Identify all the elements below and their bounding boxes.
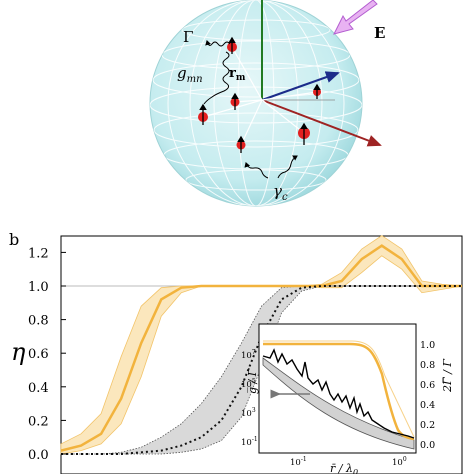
- field-arrow: [333, 0, 378, 35]
- collective-wavy-arrow-1: [244, 162, 269, 179]
- sphere-grid: [150, 0, 362, 206]
- inset-right-label: 2Γ̅ / Γ: [441, 359, 454, 393]
- decay-wavy-arrow: [205, 40, 231, 47]
- atom: [227, 36, 237, 54]
- atom: [198, 103, 208, 125]
- x-axis: [261, 71, 340, 101]
- series-band: [61, 285, 462, 455]
- atoms: [198, 36, 321, 153]
- series-curves: [60, 244, 462, 455]
- panel-label: b: [9, 230, 19, 249]
- inset-left-label: g̅ / Γ: [246, 368, 259, 394]
- y-tick-label: 0.0: [28, 448, 49, 463]
- atom: [230, 92, 240, 110]
- y-axis-label: η: [11, 338, 26, 366]
- inset-x-label: r̄ / λ0: [330, 462, 358, 474]
- gamma-c-label: γc: [273, 182, 288, 203]
- y-tick-label: 1.0: [28, 280, 49, 295]
- inset-right-tick-label: 0.8: [420, 360, 435, 371]
- inset-right-tick-label: 0.0: [420, 440, 435, 451]
- inset-gamma-curve: [263, 342, 415, 441]
- panel-a-bloch-sphere: Γ gmn rm E γc: [149, 0, 385, 207]
- inset-gray-band: [262, 357, 415, 450]
- svg-text:103: 103: [241, 407, 256, 419]
- y-tick-label: 0.8: [28, 314, 49, 329]
- y-tick-label: 0.2: [28, 414, 49, 429]
- coupling-wavy-line: [203, 51, 230, 105]
- y-tick-label: 0.4: [28, 381, 49, 396]
- inset-gamma-band: [263, 340, 415, 438]
- inset-right-ticks: 0.0 0.2 0.4 0.6 0.8 1.0: [420, 340, 435, 451]
- inset-right-tick-label: 0.6: [420, 380, 435, 391]
- inset-right-tick-label: 1.0: [420, 340, 435, 351]
- position-label: rm: [229, 66, 246, 83]
- plot-frame: [60, 235, 463, 474]
- atom: [236, 135, 246, 153]
- atom: [313, 83, 321, 99]
- gamma-label: Γ: [183, 28, 193, 46]
- inset-g-curve: [262, 348, 415, 439]
- field-label: E: [374, 24, 385, 42]
- y-axis: [261, 99, 382, 147]
- coupling-label: gmn: [177, 64, 203, 85]
- panel-b: b 0.00.20.40.60.81.01.2 η 107 105 103 10…: [9, 230, 463, 474]
- series-line: [61, 285, 462, 455]
- inset: 107 105 103 10-1 g̅ / Γ 2Γ̅ / Γ 0.00.20.…: [241, 323, 454, 474]
- svg-text:100: 100: [392, 456, 407, 468]
- inset-right-tick-label: 0.4: [420, 400, 435, 411]
- svg-text:10-1: 10-1: [290, 456, 307, 468]
- y-ticks: 0.0 0.2 0.4 0.6 0.8 1.0 1.2: [28, 246, 66, 463]
- collective-wavy-arrow-2: [277, 155, 298, 179]
- series-line: [60, 244, 462, 452]
- svg-text:10-1: 10-1: [241, 436, 258, 448]
- y-tick-label: 1.2: [28, 246, 49, 261]
- y-tick-label: 0.6: [28, 347, 49, 362]
- atom: [298, 122, 310, 145]
- inset-right-tick-label: 0.2: [420, 420, 435, 431]
